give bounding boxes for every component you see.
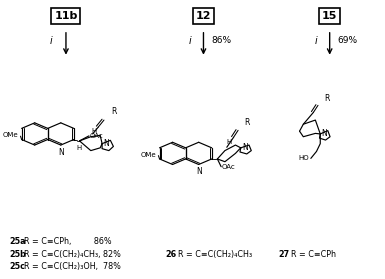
Text: 11b: 11b xyxy=(54,11,78,21)
Text: 25b: 25b xyxy=(10,250,26,259)
Text: H: H xyxy=(91,128,97,134)
Text: HO: HO xyxy=(298,155,309,161)
Text: N: N xyxy=(58,148,64,157)
Text: R = C≡CPh,         86%: R = C≡CPh, 86% xyxy=(19,237,111,246)
Text: R = C≡C(CH₂)₃OH,  78%: R = C≡C(CH₂)₃OH, 78% xyxy=(19,262,121,271)
Text: 26: 26 xyxy=(166,250,177,259)
Text: R = C≡C(CH₂)₄CH₃, 82%: R = C≡C(CH₂)₄CH₃, 82% xyxy=(19,250,121,259)
Text: R: R xyxy=(244,118,250,127)
Text: R: R xyxy=(325,93,330,103)
Text: N: N xyxy=(321,129,327,138)
Text: i: i xyxy=(188,36,191,46)
Text: OAc: OAc xyxy=(90,133,104,139)
Text: 15: 15 xyxy=(322,11,337,21)
Text: OAc: OAc xyxy=(222,164,236,170)
Text: H: H xyxy=(226,139,232,145)
Text: 25a: 25a xyxy=(10,237,26,246)
Text: N: N xyxy=(242,143,248,152)
Text: OMe: OMe xyxy=(141,151,157,158)
Text: 25c: 25c xyxy=(10,262,25,271)
Text: i: i xyxy=(315,36,317,46)
Text: R = C≡CPh: R = C≡CPh xyxy=(286,250,336,259)
Text: OMe: OMe xyxy=(3,132,18,138)
Text: N: N xyxy=(196,167,202,176)
Text: 12: 12 xyxy=(196,11,211,21)
Text: i: i xyxy=(50,36,52,46)
Text: 27: 27 xyxy=(279,250,290,259)
Text: 69%: 69% xyxy=(337,37,357,45)
Text: 86%: 86% xyxy=(211,37,231,45)
Text: R = C≡C(CH₂)₄CH₃: R = C≡C(CH₂)₄CH₃ xyxy=(172,250,252,259)
Text: N: N xyxy=(103,139,109,148)
Text: R: R xyxy=(111,107,116,116)
Text: H: H xyxy=(77,145,82,151)
